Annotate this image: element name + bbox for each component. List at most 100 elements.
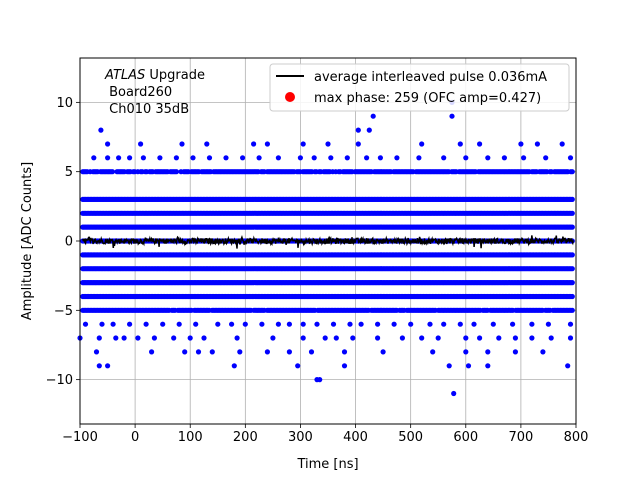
legend-marker-max-phase xyxy=(285,92,295,102)
sample-point xyxy=(569,307,575,313)
sample-point xyxy=(171,335,177,341)
annotation-line-1: ATLAS Upgrade xyxy=(104,68,205,83)
sample-point xyxy=(529,335,535,341)
sample-point xyxy=(380,349,386,355)
sample-point xyxy=(160,321,166,327)
sample-point xyxy=(394,155,400,161)
annotation-upgrade: Upgrade xyxy=(145,68,205,83)
sample-point xyxy=(121,335,127,341)
legend-label-average: average interleaved pulse 0.036mA xyxy=(314,70,547,85)
sample-point xyxy=(543,155,549,161)
sample-point xyxy=(457,141,463,147)
sample-point xyxy=(559,141,565,147)
sample-point xyxy=(333,335,339,341)
sample-point xyxy=(446,363,452,369)
sample-point xyxy=(451,390,457,397)
sample-point xyxy=(179,141,185,147)
legend-box xyxy=(269,63,570,112)
sample-point xyxy=(490,321,496,327)
sample-point xyxy=(341,349,348,355)
sample-point xyxy=(116,155,122,161)
sample-point xyxy=(105,155,111,161)
sample-point xyxy=(430,349,436,355)
sample-point xyxy=(127,321,133,327)
sample-point xyxy=(512,335,519,341)
x-tick-label: 700 xyxy=(508,430,533,445)
sample-point xyxy=(231,363,237,369)
sample-point xyxy=(105,141,111,147)
sample-point xyxy=(375,321,381,327)
sample-point xyxy=(138,141,144,147)
sample-point xyxy=(286,321,292,327)
legend: average interleaved pulse 0.036mA max ph… xyxy=(269,63,570,112)
sample-point xyxy=(565,363,571,369)
sample-point xyxy=(512,349,519,355)
sample-point xyxy=(110,321,116,327)
sample-point xyxy=(521,155,527,161)
sample-point xyxy=(113,335,119,341)
sample-point xyxy=(350,335,356,341)
sample-point xyxy=(569,252,575,258)
sample-point xyxy=(237,349,243,355)
sample-point xyxy=(96,335,102,341)
x-tick-label: 100 xyxy=(178,430,203,445)
x-tick-label: 500 xyxy=(398,430,423,445)
sample-point xyxy=(286,349,292,355)
sample-point xyxy=(416,155,422,161)
average-pulse-line-group xyxy=(82,235,574,249)
sample-point xyxy=(190,155,196,161)
x-tick-label: 600 xyxy=(453,430,478,445)
sample-point xyxy=(325,141,331,147)
sample-point xyxy=(204,141,210,147)
sample-point xyxy=(182,349,188,355)
sample-point xyxy=(173,155,179,161)
sample-point xyxy=(330,321,337,327)
sample-point xyxy=(463,155,469,161)
sample-point xyxy=(311,155,317,161)
sample-point xyxy=(540,349,546,355)
sample-point xyxy=(295,363,301,369)
sample-point xyxy=(251,141,257,147)
sample-point xyxy=(195,349,202,355)
sample-point xyxy=(256,155,262,161)
sample-point xyxy=(341,363,348,369)
sample-point xyxy=(264,349,270,355)
x-axis-ticks: −100 0 100 200 300 400 500 600 700 800 xyxy=(62,424,588,445)
sample-point xyxy=(567,321,574,327)
sample-point xyxy=(344,155,350,161)
sample-point xyxy=(399,335,405,341)
sample-point xyxy=(82,321,89,327)
sample-point xyxy=(529,321,535,327)
y-tick-label: −5 xyxy=(54,304,73,319)
sample-point xyxy=(91,155,97,161)
sample-point xyxy=(477,141,483,147)
average-pulse-line xyxy=(82,235,574,249)
sample-point xyxy=(300,321,306,327)
sample-point xyxy=(105,363,111,369)
y-axis-ticks: −10 −5 0 5 10 xyxy=(46,96,80,388)
sample-point xyxy=(441,155,447,161)
sample-point xyxy=(569,293,575,300)
sample-point xyxy=(242,321,248,327)
sample-point xyxy=(93,349,100,355)
sample-point xyxy=(149,349,155,355)
sample-point xyxy=(496,335,502,341)
sample-point xyxy=(509,321,516,327)
sample-point xyxy=(377,155,383,161)
sample-point xyxy=(193,321,199,327)
sample-point xyxy=(569,224,575,230)
x-axis-label: Time [ns] xyxy=(296,457,358,472)
sample-point xyxy=(463,349,469,355)
sample-point xyxy=(364,155,370,161)
sample-point xyxy=(366,127,372,133)
sample-point xyxy=(300,141,306,147)
sample-point xyxy=(441,321,447,327)
sample-point xyxy=(419,141,425,147)
sample-point xyxy=(96,363,102,369)
sample-point xyxy=(485,155,491,161)
sample-point xyxy=(234,335,240,341)
sample-point xyxy=(471,321,477,327)
annotation-line-2: Board260 xyxy=(105,85,172,100)
y-tick-label: 0 xyxy=(65,235,73,250)
sample-point xyxy=(206,155,213,161)
